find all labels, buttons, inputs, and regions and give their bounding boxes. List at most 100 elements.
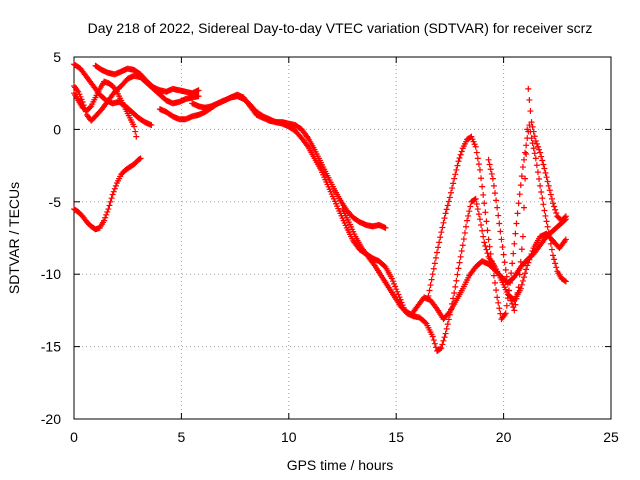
y-tick-label: -15 [41, 339, 61, 355]
data-point [512, 230, 519, 237]
data-point [495, 212, 502, 219]
data-point [463, 223, 470, 230]
data-point [518, 281, 525, 288]
data-point [436, 239, 443, 246]
data-point [527, 108, 534, 115]
data-point [515, 284, 522, 291]
data-point [533, 162, 540, 169]
data-point [441, 215, 448, 222]
data-point [553, 210, 560, 217]
data-point [530, 145, 537, 152]
data-point [475, 211, 482, 218]
data-point [453, 277, 460, 284]
data-point [487, 166, 494, 173]
data-point [562, 213, 569, 220]
data-point [458, 248, 465, 255]
data-point [501, 259, 508, 266]
data-point [133, 133, 140, 140]
data-point [439, 341, 446, 348]
data-point [507, 294, 514, 301]
data-point [522, 270, 529, 277]
data-point [551, 256, 558, 263]
y-tick-label: -5 [49, 194, 62, 210]
data-point [521, 156, 528, 163]
data-point [430, 337, 437, 344]
data-point [472, 195, 479, 202]
data-point [439, 224, 446, 231]
data-point [394, 288, 401, 295]
data-point [106, 202, 113, 209]
data-point [494, 204, 501, 211]
data-point [552, 260, 559, 267]
data-point [434, 249, 441, 256]
data-point [472, 143, 479, 150]
data-point [392, 283, 399, 290]
data-point [476, 216, 483, 223]
data-point [528, 135, 535, 142]
data-point [505, 287, 512, 294]
data-point [537, 149, 544, 156]
data-point [519, 277, 526, 284]
data-point [479, 183, 486, 190]
data-point [445, 198, 452, 205]
data-point [80, 102, 87, 109]
data-point [131, 123, 138, 130]
data-point [544, 223, 551, 230]
data-point [545, 229, 552, 236]
data-point [382, 224, 389, 231]
data-point [87, 104, 94, 111]
data-point [457, 151, 464, 158]
data-point [464, 217, 471, 224]
data-point [521, 204, 528, 211]
data-point [532, 137, 539, 144]
data-point [109, 191, 116, 198]
data-point [389, 278, 396, 285]
data-point [538, 189, 545, 196]
series-sat-i [425, 122, 569, 323]
data-point [449, 300, 456, 307]
data-point [446, 311, 453, 318]
data-point [546, 187, 553, 194]
data-point [543, 218, 550, 225]
data-point [539, 157, 546, 164]
data-point [486, 243, 493, 250]
data-point [498, 236, 505, 243]
data-point [546, 235, 553, 241]
data-point [532, 155, 539, 162]
data-point [447, 306, 454, 313]
data-point [518, 246, 525, 253]
data-point [492, 279, 499, 286]
data-point [461, 229, 468, 236]
data-point [525, 259, 532, 266]
data-point [474, 155, 481, 162]
x-axis-label: GPS time / hours [287, 457, 394, 473]
data-point [473, 200, 480, 207]
data-point [524, 126, 531, 133]
data-point [103, 211, 110, 218]
data-point [489, 265, 496, 272]
data-point [500, 251, 507, 258]
series-sat-b [71, 78, 140, 140]
data-point [523, 266, 530, 273]
data-point [451, 175, 458, 182]
x-tick-label: 20 [496, 429, 512, 445]
data-point [388, 275, 395, 282]
chart-title: Day 218 of 2022, Sidereal Day-to-day VTE… [88, 20, 593, 36]
data-point [551, 203, 558, 210]
data-point [474, 206, 481, 213]
data-point [102, 214, 109, 221]
data-point [425, 292, 432, 299]
data-point [487, 250, 494, 257]
data-point [395, 291, 402, 298]
data-point [541, 165, 548, 172]
series-sat-h [339, 195, 569, 354]
data-point [508, 297, 515, 304]
data-point [539, 195, 546, 202]
data-point [466, 208, 473, 215]
data-point [537, 182, 544, 189]
data-point [449, 185, 456, 192]
data-point [522, 175, 529, 182]
data-point [484, 227, 491, 234]
data-point [524, 262, 531, 269]
data-point [440, 219, 447, 226]
